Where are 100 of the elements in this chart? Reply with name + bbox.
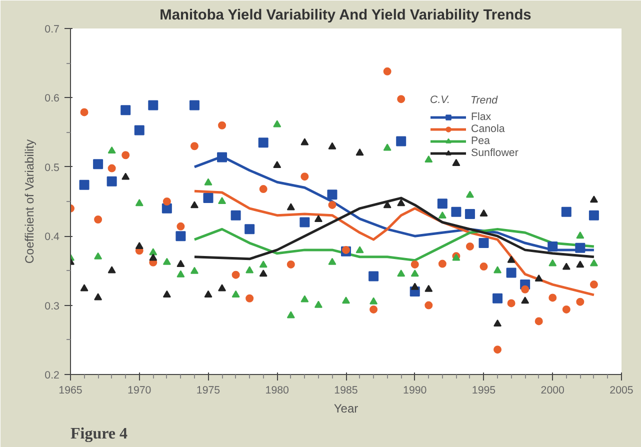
point (106, 176, 117, 186)
point (466, 242, 474, 250)
point (576, 260, 584, 268)
point (521, 285, 530, 294)
y-tick-label: 0.3 (44, 300, 60, 312)
point (259, 185, 268, 194)
point (397, 270, 406, 277)
point (246, 294, 254, 302)
point (576, 298, 584, 306)
point (162, 198, 171, 206)
legend-label: Pea (471, 135, 491, 147)
point (370, 305, 378, 314)
point (464, 208, 475, 219)
point (149, 248, 158, 256)
point (494, 319, 502, 327)
point (534, 317, 543, 326)
point (135, 242, 144, 249)
point (328, 200, 336, 209)
point (410, 260, 419, 268)
point (480, 209, 488, 216)
legend-label: Sunflower (471, 147, 518, 159)
point (149, 254, 158, 261)
point (383, 67, 392, 76)
point (478, 238, 489, 248)
point (300, 295, 309, 302)
point (259, 260, 268, 268)
point (327, 190, 338, 200)
point (148, 100, 158, 110)
point (342, 246, 350, 254)
point (562, 305, 570, 314)
point (204, 178, 212, 186)
point (328, 258, 336, 265)
point (286, 203, 295, 210)
point (451, 206, 462, 217)
line-series (193, 196, 596, 260)
legend-title: C.V. (430, 94, 450, 106)
y-tick-label: 0.2 (44, 370, 60, 382)
point (452, 158, 460, 166)
x-tick-label: 1970 (128, 384, 152, 396)
point (176, 222, 185, 230)
point (79, 180, 90, 190)
point (94, 252, 102, 260)
point (162, 203, 172, 214)
y-tick-label: 0.4 (44, 231, 60, 244)
point (232, 290, 240, 298)
point (162, 290, 171, 298)
chart-title: Manitoba Yield Variability And Yield Variability Trends (160, 8, 532, 24)
point (494, 346, 502, 354)
point (218, 121, 226, 130)
point (383, 144, 392, 151)
point (94, 293, 102, 300)
point (162, 258, 171, 265)
point (575, 242, 586, 253)
point (562, 262, 570, 270)
point (410, 282, 419, 290)
point (246, 266, 254, 274)
x-axis-title: Year (334, 402, 358, 416)
point (108, 146, 116, 154)
point (122, 172, 130, 180)
point (507, 256, 516, 263)
point (286, 311, 295, 318)
point (494, 266, 502, 274)
legend-label: Canola (471, 123, 505, 135)
x-tick-label: 1965 (58, 384, 82, 396)
point (507, 299, 516, 308)
point (561, 206, 572, 217)
y-tick-label: 0.7 (44, 24, 60, 36)
point (218, 196, 226, 204)
point (437, 198, 448, 209)
point (590, 196, 598, 203)
point (273, 120, 282, 128)
point (314, 300, 322, 308)
point (94, 216, 102, 224)
point (576, 232, 584, 239)
point (548, 294, 557, 302)
point (108, 266, 116, 274)
point (480, 262, 488, 271)
point (410, 270, 419, 277)
point (134, 125, 144, 136)
point (189, 100, 200, 110)
point (230, 210, 241, 220)
point (232, 270, 240, 279)
point (342, 296, 350, 304)
point (286, 260, 295, 268)
point (370, 297, 378, 304)
x-tick-label: 1985 (334, 384, 358, 396)
point (300, 138, 309, 146)
point (190, 266, 198, 274)
x-tick-label: 1995 (472, 384, 496, 396)
point (590, 259, 598, 266)
point (424, 301, 433, 310)
point (590, 280, 598, 289)
point (120, 105, 131, 116)
point (548, 259, 557, 266)
point (218, 284, 226, 292)
point (424, 284, 433, 292)
annotation: Trend (470, 94, 499, 106)
point (466, 190, 474, 198)
point (356, 148, 364, 156)
point (176, 270, 185, 278)
